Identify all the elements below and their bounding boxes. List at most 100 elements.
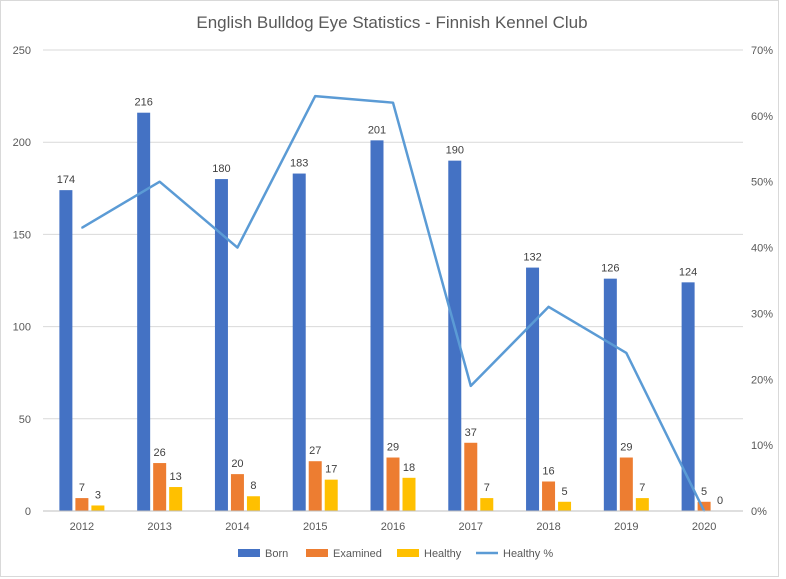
bar-born-2017 xyxy=(448,160,462,511)
bar-examined-2012 xyxy=(75,498,89,511)
legend-label-healthy-percent: Healthy % xyxy=(503,548,553,560)
right-tick-label: 70% xyxy=(751,45,773,57)
legend: Born Examined Healthy Healthy % xyxy=(238,548,553,560)
bar-born-2020 xyxy=(681,282,695,511)
x-tick-label: 2015 xyxy=(303,521,327,533)
line-point-healthy-percent-2016 xyxy=(392,101,394,104)
data-label-born-2017: 190 xyxy=(446,145,464,157)
bar-examined-2016 xyxy=(386,457,400,511)
x-tick-label: 2014 xyxy=(225,521,249,533)
data-label-healthy-2013: 13 xyxy=(170,471,182,483)
line-point-healthy-percent-2019 xyxy=(625,352,628,354)
right-tick-label: 20% xyxy=(751,374,773,386)
data-label-examined-2016: 29 xyxy=(387,442,399,454)
bar-healthy-2012 xyxy=(91,505,105,511)
bar-examined-2018 xyxy=(542,481,556,511)
bar-born-2014 xyxy=(214,179,228,511)
bar-examined-2015 xyxy=(308,461,322,511)
bar-healthy-2014 xyxy=(246,496,260,511)
data-label-born-2014: 180 xyxy=(212,163,230,175)
bar-examined-2014 xyxy=(230,474,244,511)
bar-born-2018 xyxy=(526,267,540,511)
left-tick-label: 150 xyxy=(13,229,31,241)
x-tick-label: 2018 xyxy=(536,521,560,533)
bar-examined-2017 xyxy=(464,442,478,511)
legend-swatch-examined xyxy=(306,549,328,557)
data-label-born-2018: 132 xyxy=(523,252,541,264)
data-label-born-2012: 174 xyxy=(57,174,75,186)
right-tick-label: 40% xyxy=(751,243,773,255)
data-label-born-2013: 216 xyxy=(134,97,152,109)
x-tick-label: 2017 xyxy=(459,521,483,533)
bar-born-2016 xyxy=(370,140,384,511)
right-tick-label: 50% xyxy=(751,177,773,189)
data-label-healthy-2017: 7 xyxy=(484,482,490,494)
bar-series xyxy=(59,112,711,512)
data-label-born-2016: 201 xyxy=(368,124,386,136)
left-axis: 0 50 100 150 200 250 xyxy=(13,45,31,518)
left-tick-label: 250 xyxy=(13,45,31,57)
x-tick-label: 2019 xyxy=(614,521,638,533)
data-label-healthy-2018: 5 xyxy=(561,486,567,498)
line-point-healthy-percent-2012 xyxy=(81,227,83,229)
right-tick-label: 10% xyxy=(751,440,773,452)
x-axis: 2012 2013 2014 2015 2016 2017 2018 2019 2020 xyxy=(43,510,743,533)
data-label-examined-2015: 27 xyxy=(309,445,321,457)
bar-healthy-2019 xyxy=(635,498,649,511)
bar-born-2013 xyxy=(137,112,151,512)
left-tick-label: 100 xyxy=(13,322,31,334)
bar-born-2012 xyxy=(59,190,73,512)
gridlines xyxy=(43,49,743,420)
data-label-healthy-2012: 3 xyxy=(95,489,101,501)
legend-label-examined: Examined xyxy=(333,548,382,560)
legend-swatch-born xyxy=(238,549,260,557)
line-point-healthy-percent-2017 xyxy=(469,385,472,387)
bar-examined-2013 xyxy=(153,463,167,511)
data-label-healthy-2014: 8 xyxy=(250,480,256,492)
right-tick-label: 60% xyxy=(751,111,773,123)
bar-healthy-2018 xyxy=(558,501,572,511)
data-label-examined-2018: 16 xyxy=(542,465,554,477)
data-label-born-2020: 124 xyxy=(679,266,697,278)
x-tick-label: 2013 xyxy=(147,521,171,533)
data-label-examined-2013: 26 xyxy=(154,447,166,459)
bar-examined-2019 xyxy=(619,457,633,511)
line-point-healthy-percent-2014 xyxy=(236,246,239,249)
bar-healthy-2016 xyxy=(402,477,416,511)
line-point-healthy-percent-2013 xyxy=(158,180,161,183)
data-label-healthy-2020: 0 xyxy=(717,495,723,507)
left-tick-label: 0 xyxy=(25,506,31,518)
bar-born-2015 xyxy=(292,173,306,511)
data-label-born-2019: 126 xyxy=(601,263,619,275)
data-label-examined-2014: 20 xyxy=(231,458,243,470)
x-tick-label: 2020 xyxy=(692,521,716,533)
left-tick-label: 200 xyxy=(13,137,31,149)
legend-label-born: Born xyxy=(265,548,288,560)
bar-healthy-2015 xyxy=(324,479,338,511)
bar-examined-2020 xyxy=(697,501,711,511)
data-label-examined-2017: 37 xyxy=(465,427,477,439)
x-tick-label: 2016 xyxy=(381,521,405,533)
right-tick-label: 30% xyxy=(751,308,773,320)
bar-born-2019 xyxy=(603,278,617,511)
left-tick-label: 50 xyxy=(19,414,31,426)
bar-healthy-2013 xyxy=(169,487,183,511)
data-label-born-2015: 183 xyxy=(290,158,308,170)
line-point-healthy-percent-2018 xyxy=(547,306,550,308)
data-label-healthy-2019: 7 xyxy=(639,482,645,494)
data-label-examined-2020: 5 xyxy=(701,486,707,498)
data-label-examined-2019: 29 xyxy=(620,442,632,454)
bar-healthy-2017 xyxy=(480,498,494,511)
chart-title: English Bulldog Eye Statistics - Finnish… xyxy=(196,13,587,32)
right-tick-label: 0% xyxy=(751,506,767,518)
x-tick-label: 2012 xyxy=(70,521,94,533)
legend-label-healthy: Healthy xyxy=(424,548,462,560)
data-label-healthy-2016: 18 xyxy=(403,462,415,474)
legend-swatch-healthy xyxy=(397,549,419,557)
data-label-healthy-2015: 17 xyxy=(325,464,337,476)
line-point-healthy-percent-2015 xyxy=(314,95,317,97)
right-axis: 0% 10% 20% 30% 40% 50% 60% 70% xyxy=(751,45,773,518)
